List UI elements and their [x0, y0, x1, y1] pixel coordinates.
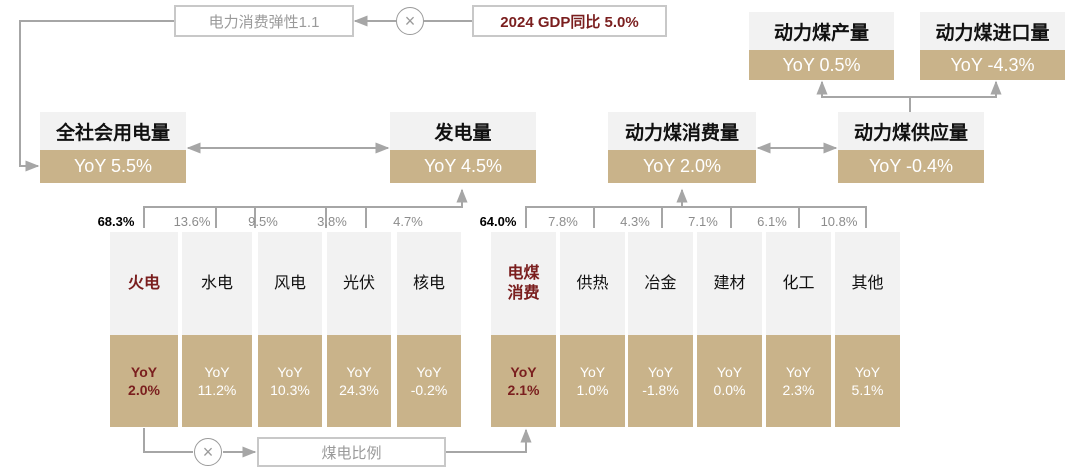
multiply-icon: × — [396, 7, 424, 35]
share-label: 64.0% — [479, 214, 517, 229]
category-yoy: YoY 10.3% — [258, 335, 322, 427]
node-title: 动力煤消费量 — [608, 112, 756, 150]
node-title: 全社会用电量 — [40, 112, 186, 150]
elasticity-label: 电力消费弹性1.1 — [208, 13, 320, 31]
share-label: 3.8% — [317, 214, 347, 229]
node-value: YoY 4.5% — [390, 150, 536, 183]
node-value: YoY -0.4% — [838, 150, 984, 183]
node-value: YoY 0.5% — [749, 50, 894, 80]
power-generation-node: 发电量 YoY 4.5% — [390, 112, 536, 183]
category-yoy: YoY 1.0% — [560, 335, 625, 427]
yoy-value: -0.2% — [410, 382, 448, 398]
share-label: 6.1% — [757, 214, 787, 229]
category-yoy: YoY 2.3% — [766, 335, 831, 427]
yoy-value: 5.1% — [851, 382, 884, 398]
coal-import-node: 动力煤进口量 YoY -4.3% — [920, 12, 1065, 80]
yoy-value: 24.3% — [339, 382, 379, 398]
share-label: 7.8% — [548, 214, 578, 229]
share-label: 4.7% — [393, 214, 423, 229]
yoy-value: 1.0% — [576, 382, 609, 398]
share-label: 13.6% — [173, 214, 211, 229]
yoy-label: YoY — [204, 363, 230, 380]
yoy-value: 10.3% — [270, 382, 310, 398]
gdp-label: 2024 GDP同比 5.0% — [500, 13, 639, 31]
yoy-label: YoY — [785, 363, 812, 380]
elasticity-box: 电力消费弹性1.1 — [174, 5, 354, 37]
yoy-value: 11.2% — [197, 382, 237, 398]
category-yoy: YoY 2.1% — [491, 335, 556, 427]
share-label: 4.3% — [620, 214, 650, 229]
yoy-label: YoY — [579, 363, 606, 380]
category-name: 风电 — [258, 232, 322, 335]
yoy-value: 0.0% — [713, 382, 746, 398]
yoy-label: YoY — [647, 363, 674, 380]
category-name: 建材 — [697, 232, 762, 335]
gdp-box: 2024 GDP同比 5.0% — [472, 5, 667, 37]
category-name: 供热 — [560, 232, 625, 335]
category-name: 水电 — [182, 232, 252, 335]
category-name: 电煤 消费 — [491, 232, 556, 335]
share-label: 68.3% — [97, 214, 135, 229]
node-value: YoY 5.5% — [40, 150, 186, 183]
node-title: 动力煤产量 — [749, 12, 894, 50]
category-name: 光伏 — [327, 232, 391, 335]
multiply-icon-bottom: × — [194, 438, 222, 466]
share-label: 9.5% — [248, 214, 278, 229]
category-yoy: YoY 11.2% — [182, 335, 252, 427]
yoy-label: YoY — [416, 363, 442, 380]
yoy-value: 2.0% — [128, 382, 160, 398]
electricity-consumption-node: 全社会用电量 YoY 5.5% — [40, 112, 186, 183]
yoy-label: YoY — [277, 363, 303, 380]
coal-ratio-box: 煤电比例 — [257, 437, 446, 467]
yoy-value: 2.3% — [782, 382, 815, 398]
yoy-label: YoY — [346, 363, 372, 380]
coal-production-node: 动力煤产量 YoY 0.5% — [749, 12, 894, 80]
yoy-value: -1.8% — [642, 382, 679, 398]
yoy-label: YoY — [510, 363, 537, 380]
category-yoy: YoY -0.2% — [397, 335, 461, 427]
node-value: YoY -4.3% — [920, 50, 1065, 80]
category-yoy: YoY 5.1% — [835, 335, 900, 427]
coal-consumption-node: 动力煤消费量 YoY 2.0% — [608, 112, 756, 183]
node-title: 发电量 — [390, 112, 536, 150]
category-yoy: YoY 24.3% — [327, 335, 391, 427]
node-title: 动力煤供应量 — [838, 112, 984, 150]
category-yoy: YoY -1.8% — [628, 335, 693, 427]
category-name: 冶金 — [628, 232, 693, 335]
coal-supply-node: 动力煤供应量 YoY -0.4% — [838, 112, 984, 183]
category-yoy: YoY 2.0% — [110, 335, 178, 427]
node-value: YoY 2.0% — [608, 150, 756, 183]
yoy-label: YoY — [716, 363, 743, 380]
category-name: 其他 — [835, 232, 900, 335]
category-name: 核电 — [397, 232, 461, 335]
yoy-value: 2.1% — [507, 382, 540, 398]
yoy-label: YoY — [854, 363, 881, 380]
yoy-label: YoY — [130, 363, 158, 380]
category-yoy: YoY 0.0% — [697, 335, 762, 427]
category-name: 火电 — [110, 232, 178, 335]
node-title: 动力煤进口量 — [920, 12, 1065, 50]
share-label: 10.8% — [820, 214, 858, 229]
coal-ratio-label: 煤电比例 — [321, 444, 382, 462]
share-label: 7.1% — [688, 214, 718, 229]
category-name: 化工 — [766, 232, 831, 335]
